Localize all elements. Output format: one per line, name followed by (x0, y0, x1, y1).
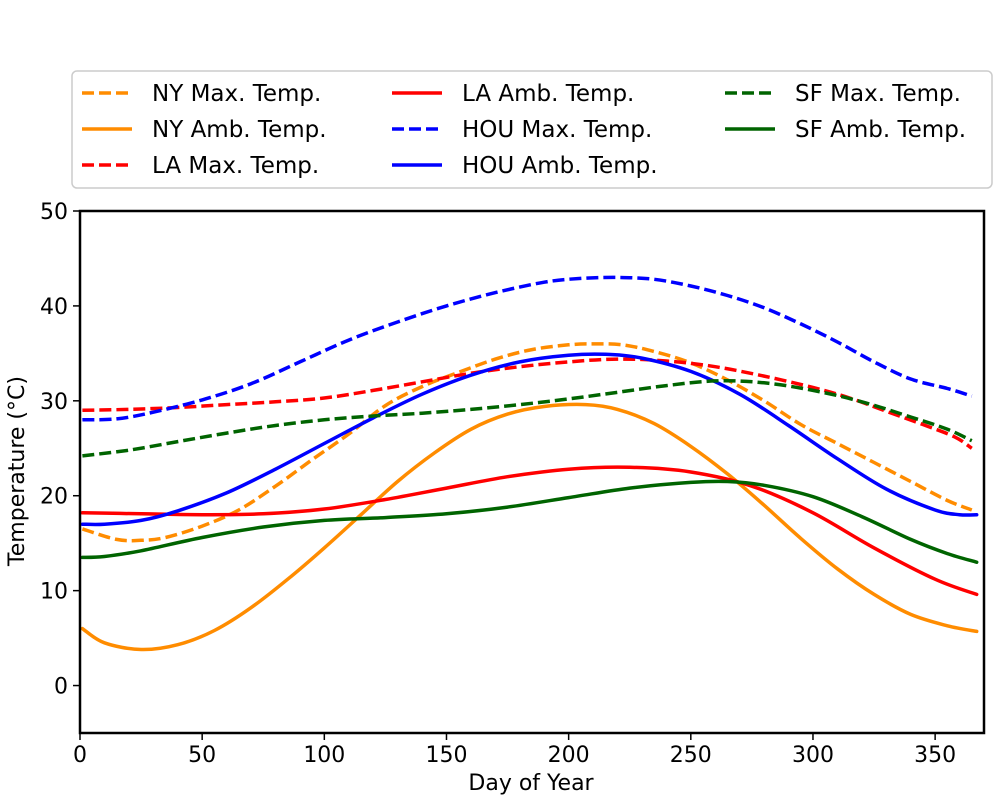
series-line-la-amb-temp (80, 465, 979, 597)
legend-frame (71, 70, 993, 189)
x-tick-label: 100 (303, 743, 345, 768)
x-tick-label: 350 (914, 743, 956, 768)
legend-label: LA Max. Temp. (152, 153, 319, 179)
y-tick-label: 20 (40, 485, 68, 510)
legend-label: HOU Amb. Temp. (462, 153, 658, 179)
plot-area (78, 209, 986, 735)
legend-label: SF Max. Temp. (795, 81, 961, 107)
x-tick-label: 200 (548, 743, 590, 768)
y-tick-label: 10 (40, 580, 68, 605)
x-tick-label: 50 (188, 743, 216, 768)
y-tick-label: 30 (40, 390, 68, 415)
legend-label: NY Amb. Temp. (152, 117, 327, 143)
y-tick-label: 0 (54, 675, 68, 700)
x-tick-label: 150 (425, 743, 467, 768)
x-tick-label: 300 (792, 743, 834, 768)
series-line-hou-max-temp (82, 275, 973, 422)
x-tick-label: 250 (670, 743, 712, 768)
series-line-hou-amb-temp (80, 352, 979, 527)
x-axis-title: Day of Year (468, 771, 594, 796)
legend: NY Max. Temp. NY Amb. Temp. LA Max. Temp. L… (71, 70, 993, 189)
legend-label: LA Amb. Temp. (462, 81, 634, 107)
y-axis-title: Temperature (°C) (5, 376, 30, 567)
series-line-ny-amb-temp (80, 402, 979, 652)
x-tick-label: 0 (73, 743, 87, 768)
legend-label: NY Max. Temp. (152, 81, 321, 107)
y-tick-label: 40 (40, 295, 68, 320)
legend-label: SF Amb. Temp. (795, 117, 966, 143)
y-axis: 0 10 20 30 40 50 (40, 200, 80, 700)
y-tick-label: 50 (40, 200, 68, 225)
series-line-ny-max-temp (81, 342, 973, 543)
series-line-sf-amb-temp (80, 479, 979, 564)
plot-frame (78, 209, 986, 735)
x-axis: 0 50 100 150 200 250 300 350 (73, 733, 956, 768)
series-line-sf-max-temp (82, 379, 973, 458)
legend-label: HOU Max. Temp. (462, 117, 652, 143)
